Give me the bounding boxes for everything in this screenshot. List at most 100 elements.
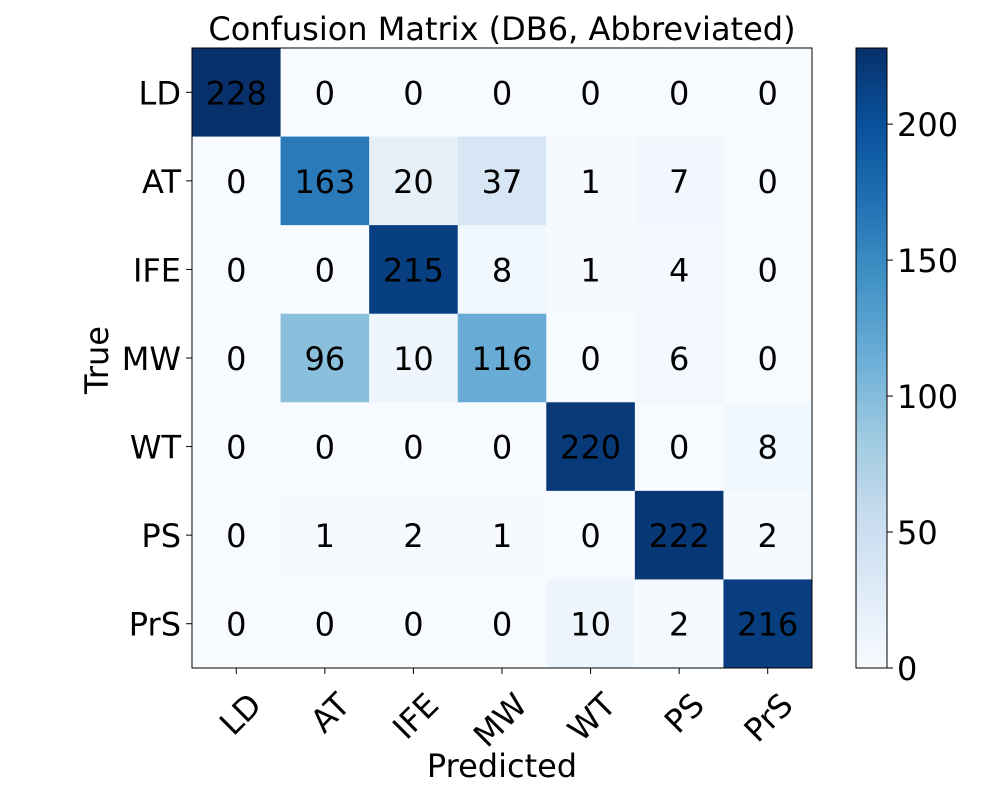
cell-value-label: 222 xyxy=(649,517,710,555)
heatmap-cell xyxy=(723,490,813,580)
heatmap-cell xyxy=(546,313,636,403)
heatmap-cell xyxy=(369,579,459,669)
heatmap-cell xyxy=(723,579,813,669)
heatmap-cell xyxy=(192,136,282,226)
cell-value-label: 0 xyxy=(492,429,512,467)
colorbar-tick-label: 0 xyxy=(897,650,917,688)
heatmap-cell xyxy=(457,579,547,669)
cell-value-label: 0 xyxy=(403,74,423,112)
cell-value-label: 2 xyxy=(403,517,423,555)
heatmap-cell xyxy=(192,313,282,403)
x-tick-label: IFE xyxy=(385,686,446,747)
heatmap-cell xyxy=(280,579,370,669)
heatmap-cell xyxy=(723,136,813,226)
cell-value-label: 4 xyxy=(669,251,689,289)
cell-value-label: 163 xyxy=(294,163,355,201)
cell-value-label: 0 xyxy=(669,429,689,467)
cell-value-label: 10 xyxy=(570,606,611,644)
heatmap-cell xyxy=(192,48,282,138)
cell-value-label: 216 xyxy=(737,606,798,644)
heatmap-cell xyxy=(369,225,459,315)
y-tick-label: AT xyxy=(142,163,181,201)
heatmap-cell xyxy=(280,225,370,315)
x-axis-label: Predicted xyxy=(427,747,577,785)
cell-value-label: 0 xyxy=(226,606,246,644)
cell-value-label: 0 xyxy=(315,429,335,467)
heatmap-cell xyxy=(723,48,813,138)
cell-value-label: 0 xyxy=(758,163,778,201)
y-tick-label: PS xyxy=(141,517,181,555)
y-tick-label: PrS xyxy=(129,606,181,644)
heatmap-cell xyxy=(369,490,459,580)
y-tick-label: IFE xyxy=(133,251,181,289)
heatmap-cell-labels: 228 0 0 0 0 0 00 163 20 37 1 7 00 0 215 8 1 4 00 96 10 116 0 6 0… xyxy=(206,74,799,643)
cell-value-label: 8 xyxy=(492,251,512,289)
cell-value-label: 0 xyxy=(492,606,512,644)
heatmap-cell xyxy=(723,313,813,403)
cell-value-label: 116 xyxy=(471,340,532,378)
cell-value-label: 0 xyxy=(226,340,246,378)
cell-value-label: 228 xyxy=(206,74,267,112)
cell-value-label: 215 xyxy=(383,251,444,289)
heatmap-cell xyxy=(457,490,547,580)
cell-value-label: 0 xyxy=(580,340,600,378)
heatmap-cell xyxy=(546,402,636,492)
colorbar-tick-label: 150 xyxy=(897,242,958,280)
heatmap-cell xyxy=(546,48,636,138)
heatmap-cell xyxy=(634,579,724,669)
heatmap-cell xyxy=(369,48,459,138)
cell-value-label: 0 xyxy=(669,74,689,112)
cell-value-label: 0 xyxy=(403,606,423,644)
cell-value-label: 20 xyxy=(393,163,434,201)
cell-value-label: 1 xyxy=(315,517,335,555)
x-tick-label: PrS xyxy=(737,686,801,750)
heatmap-cell xyxy=(457,313,547,403)
cell-value-label: 0 xyxy=(492,74,512,112)
cell-value-label: 0 xyxy=(315,606,335,644)
heatmap-cell xyxy=(634,48,724,138)
cell-value-label: 10 xyxy=(393,340,434,378)
cell-value-label: 0 xyxy=(758,251,778,289)
x-axis-ticks: LD AT IFE MW WT PS PrS xyxy=(212,668,800,755)
heatmap-cell xyxy=(546,225,636,315)
x-tick-label: PS xyxy=(657,686,712,741)
heatmap-cell xyxy=(634,313,724,403)
cell-value-label: 0 xyxy=(403,429,423,467)
cell-value-label: 37 xyxy=(482,163,523,201)
x-tick-label: MW xyxy=(466,686,535,755)
heatmap-cell xyxy=(546,490,636,580)
x-tick-label: AT xyxy=(303,685,358,740)
chart-title: Confusion Matrix (DB6, Abbreviated) xyxy=(208,10,795,48)
heatmap-cell xyxy=(369,313,459,403)
cell-value-label: 1 xyxy=(580,163,600,201)
cell-value-label: 7 xyxy=(669,163,689,201)
heatmap-cell xyxy=(634,402,724,492)
heatmap-cell xyxy=(634,490,724,580)
heatmap-cell xyxy=(457,225,547,315)
cell-value-label: 0 xyxy=(226,163,246,201)
colorbar-tick-label: 200 xyxy=(897,106,958,144)
heatmap-cell xyxy=(634,136,724,226)
heatmap-cell xyxy=(457,136,547,226)
cell-value-label: 0 xyxy=(315,251,335,289)
heatmap-cell xyxy=(280,48,370,138)
y-tick-label: LD xyxy=(139,74,181,112)
x-tick-label: LD xyxy=(212,686,269,743)
colorbar-tick-label: 100 xyxy=(897,378,958,416)
heatmap-cell xyxy=(280,313,370,403)
cell-value-label: 8 xyxy=(758,429,778,467)
cell-value-label: 0 xyxy=(580,517,600,555)
cell-value-label: 0 xyxy=(226,517,246,555)
cell-value-label: 2 xyxy=(669,606,689,644)
cell-value-label: 1 xyxy=(580,251,600,289)
heatmap-cell xyxy=(369,136,459,226)
heatmap-cell xyxy=(457,48,547,138)
heatmap-cell xyxy=(723,402,813,492)
heatmap-cell xyxy=(280,490,370,580)
cell-value-label: 6 xyxy=(669,340,689,378)
heatmap-cell xyxy=(192,490,282,580)
heatmap-cell xyxy=(546,136,636,226)
cell-value-label: 0 xyxy=(580,74,600,112)
